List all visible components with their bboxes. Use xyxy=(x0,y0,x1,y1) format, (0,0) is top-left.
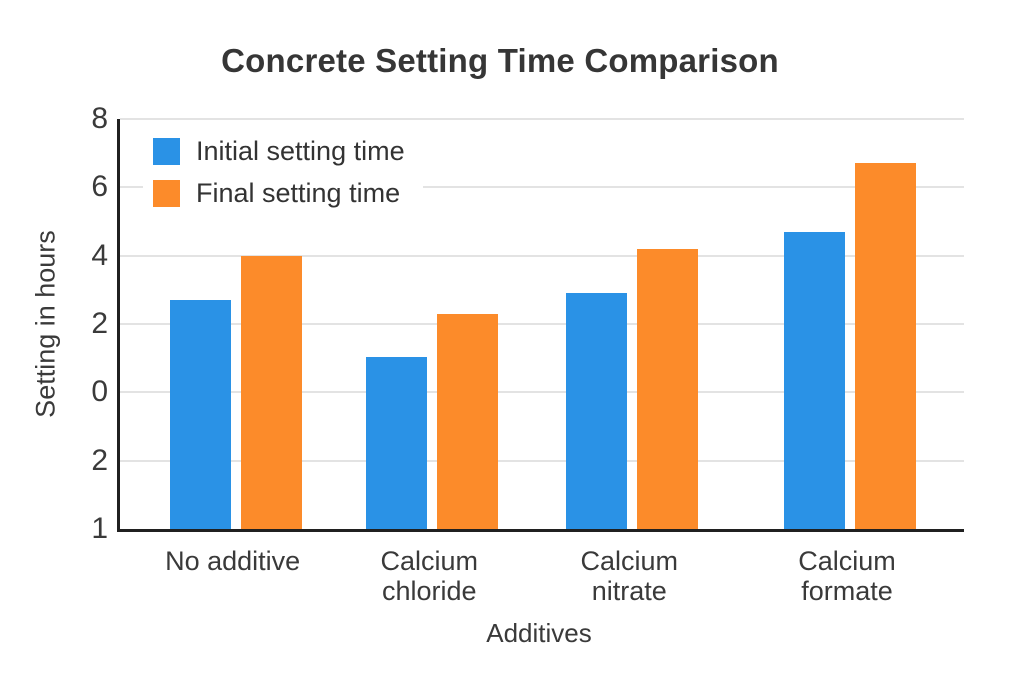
y-tick-label: 0 xyxy=(91,375,108,409)
bar-final-setting-time-calcium-chloride xyxy=(437,313,499,529)
bar-group-calcium-nitrate xyxy=(566,248,699,529)
bar-initial-setting-time-calcium-chloride xyxy=(366,356,428,529)
legend: Initial setting time Final setting time xyxy=(143,130,423,217)
x-category-label-line: Calcium xyxy=(798,546,896,576)
bar-group-calcium-chloride xyxy=(366,313,499,529)
x-category-label-line: chloride xyxy=(381,576,477,606)
x-category-label-calcium-formate: Calcium formate xyxy=(798,546,896,606)
y-tick-label: 6 xyxy=(91,170,108,204)
y-tick-label: 8 xyxy=(91,102,108,135)
legend-label: Initial setting time xyxy=(196,136,405,166)
plot-area: Initial setting time Final setting time xyxy=(117,118,964,532)
bar-final-setting-time-no-additive xyxy=(240,255,302,529)
bar-final-setting-time-calcium-formate xyxy=(855,163,917,529)
bar-group-calcium-formate xyxy=(784,163,917,529)
bar-initial-setting-time-no-additive xyxy=(169,300,231,529)
x-category-label-line: Calcium xyxy=(380,546,479,576)
legend-label: Final setting time xyxy=(196,178,401,208)
x-axis-title: Additives xyxy=(486,618,592,648)
x-category-label-line: formate xyxy=(801,576,893,606)
chart-title: Concrete Setting Time Comparison xyxy=(221,42,779,79)
x-category-label-no-additive: No additive xyxy=(165,546,300,576)
y-tick-label: 2 xyxy=(91,443,108,477)
gridline xyxy=(120,118,964,120)
y-tick-label: 1 xyxy=(91,512,108,545)
x-category-label-line: Calcium xyxy=(580,546,679,576)
bar-final-setting-time-calcium-nitrate xyxy=(637,248,699,529)
bar-initial-setting-time-calcium-formate xyxy=(784,231,846,529)
legend-swatch-icon xyxy=(153,138,180,165)
gridline xyxy=(120,391,964,394)
x-category-label-calcium-nitrate: Calcium nitrate xyxy=(581,546,679,606)
bar-initial-setting-time-calcium-nitrate xyxy=(566,293,628,529)
x-category-label-calcium-chloride: Calcium chloride xyxy=(381,546,479,606)
gridline xyxy=(120,459,964,462)
y-tick-label: 4 xyxy=(91,238,108,272)
gridline xyxy=(120,186,964,189)
x-category-label-line: nitrate xyxy=(591,576,667,606)
legend-item-final-setting-time: Final setting time xyxy=(153,178,405,209)
x-category-label-line: No additive xyxy=(165,546,301,576)
y-tick-label: 2 xyxy=(91,307,108,340)
gridline xyxy=(120,323,964,325)
gridline xyxy=(120,254,964,257)
bar-group-no-additive xyxy=(169,255,302,529)
legend-swatch-icon xyxy=(153,180,180,207)
legend-item-initial-setting-time: Initial setting time xyxy=(153,136,405,167)
